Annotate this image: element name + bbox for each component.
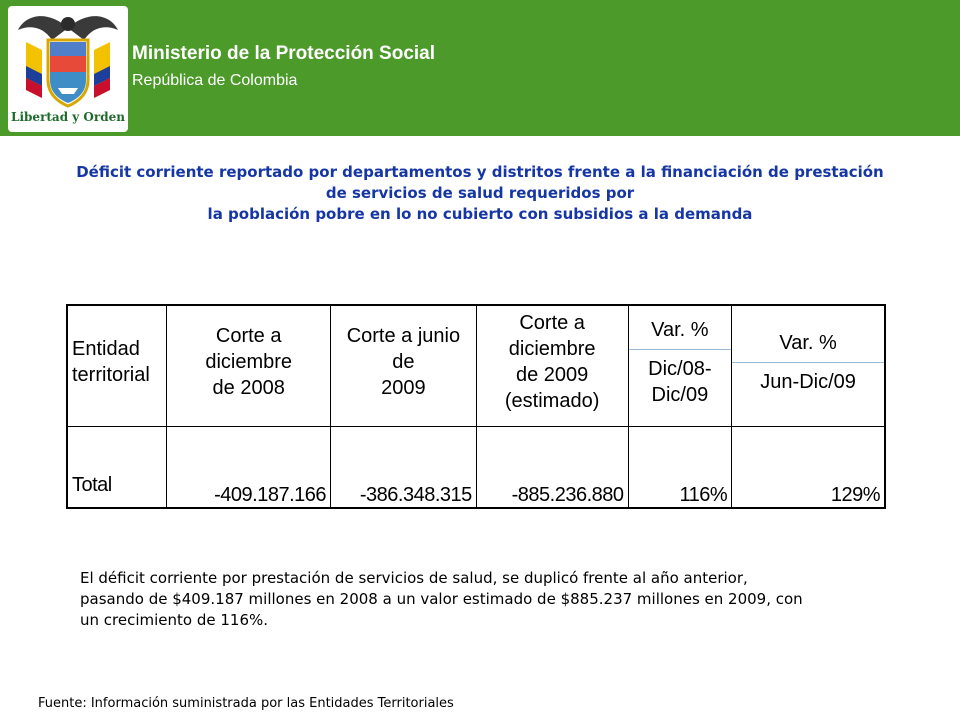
title-line-3: la población pobre en lo no cubierto con…: [207, 205, 753, 223]
title-line-1: Déficit corriente reportado por departam…: [76, 163, 884, 181]
table-spacer-row: [67, 418, 886, 427]
header-entidad: Entidad territorial: [67, 305, 168, 418]
cell-var-dec: 116%: [628, 426, 733, 508]
note-line-1: El déficit corriente por prestación de s…: [80, 569, 748, 587]
header-entidad-line-2: territorial: [72, 364, 150, 386]
header-var-jun: Var. % Jun-Dic/09: [731, 305, 886, 418]
coat-of-arms-icon: [18, 16, 118, 108]
ministry-name: Ministerio de la Protección Social: [132, 43, 436, 64]
cell-dec-2009: -885.236.880: [476, 426, 629, 508]
deficit-table-container: Entidad territorial Corte a diciembre de…: [66, 304, 886, 509]
header-jun-2009: Corte a junio de 2009: [330, 305, 477, 418]
note-line-3: un crecimiento de 116%.: [80, 611, 269, 629]
header-jun-2009-line-1: Corte a junio de: [346, 325, 461, 373]
table-row: Total -409.187.166 -386.348.315 -885.236…: [67, 426, 886, 508]
slide-title: Déficit corriente reportado por departam…: [40, 162, 920, 225]
source-footnote: Fuente: Información suministrada por las…: [38, 696, 454, 711]
cell-var-jun: 129%: [731, 426, 886, 508]
country-name: República de Colombia: [132, 72, 298, 89]
row-label: Total: [67, 426, 168, 508]
header-dec-2008-line-1: Corte a diciembre: [205, 325, 293, 373]
emblem-motto: Libertad y Orden: [11, 110, 125, 124]
title-line-2: de servicios de salud requeridos por: [325, 184, 635, 202]
header-dec-2008-line-2: de 2008: [212, 377, 285, 399]
summary-note: El déficit corriente por prestación de s…: [80, 568, 880, 631]
header-var-dec: Var. % Dic/08- Dic/09: [628, 305, 733, 418]
header-var-dec-bottom-line-1: Dic/08-: [648, 357, 712, 380]
table-header-row: Entidad territorial Corte a diciembre de…: [67, 305, 886, 418]
header-dec-2009-line-3: (estimado): [504, 390, 600, 412]
header-var-jun-bottom: Jun-Dic/09: [760, 370, 856, 393]
note-line-2: pasando de $409.187 millones en 2008 a u…: [80, 590, 803, 608]
header-var-dec-bottom: Dic/08- Dic/09: [633, 350, 728, 408]
header-banner: Libertad y Orden Ministerio de la Protec…: [0, 0, 960, 136]
header-dec-2009-line-1: Corte a diciembre: [508, 312, 596, 360]
header-jun-2009-line-2: 2009: [381, 377, 426, 399]
header-dec-2009-line-2: de 2009: [515, 364, 589, 386]
header-dec-2009: Corte a diciembre de 2009 (estimado): [476, 305, 629, 418]
cell-jun-2009: -386.348.315: [330, 426, 477, 508]
header-var-jun-top: Var. %: [732, 330, 884, 363]
header-var-dec-top: Var. %: [628, 317, 732, 350]
cell-dec-2008: -409.187.166: [166, 426, 331, 508]
header-var-dec-bottom-line-2: Dic/09: [651, 383, 709, 406]
header-dec-2008: Corte a diciembre de 2008: [166, 305, 331, 418]
deficit-table: Entidad territorial Corte a diciembre de…: [66, 304, 886, 509]
header-entidad-line-1: Entidad: [72, 338, 140, 360]
coat-of-arms-logo: Libertad y Orden: [8, 6, 128, 132]
